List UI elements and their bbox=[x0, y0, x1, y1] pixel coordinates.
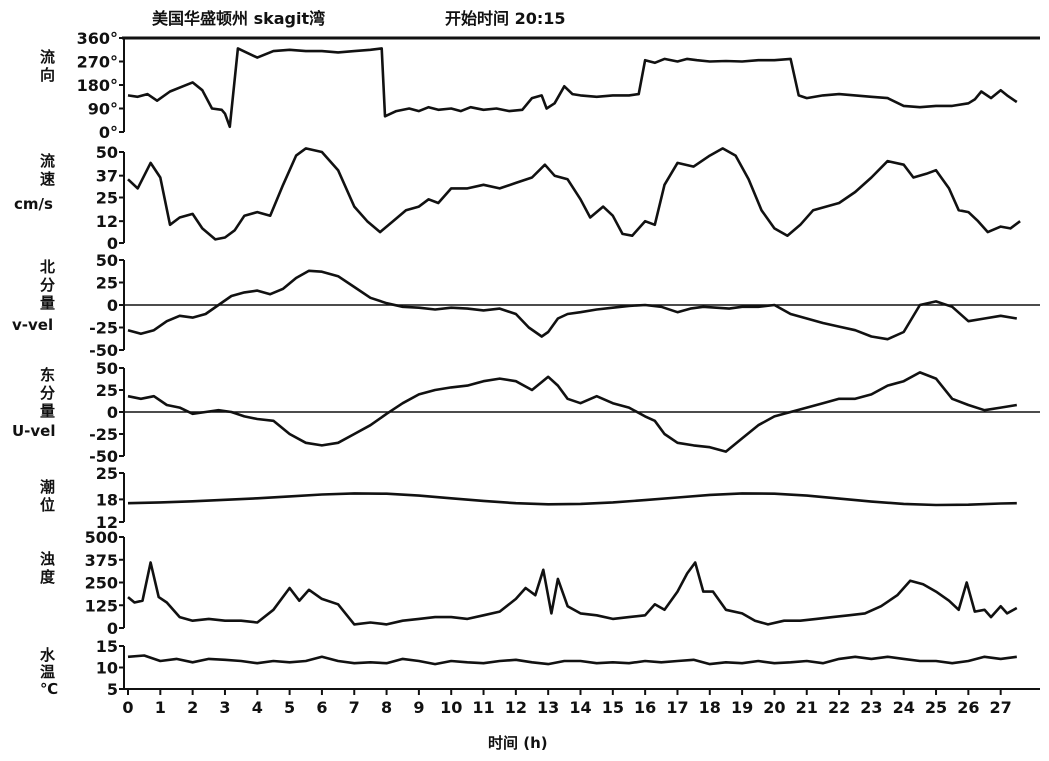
ytick-label: 50 bbox=[96, 143, 118, 162]
xtick-label: 1 bbox=[155, 698, 166, 717]
ytick-label: 5 bbox=[107, 680, 118, 699]
panel-label-direction: 向 bbox=[40, 66, 55, 84]
ytick-label: 360° bbox=[77, 29, 118, 48]
xtick-label: 23 bbox=[860, 698, 882, 717]
panel-label-u_vel: 量 bbox=[40, 402, 55, 420]
panel-tide: 25 18 12 潮位 bbox=[40, 464, 1017, 532]
xtick-label: 18 bbox=[699, 698, 721, 717]
xtick-label: 3 bbox=[219, 698, 230, 717]
xtick-label: 7 bbox=[349, 698, 360, 717]
xtick-label: 8 bbox=[381, 698, 392, 717]
panel-turbidity: 500 375 250 125 0 浊度 bbox=[40, 528, 1018, 638]
x-axis: 0 1 2 3 4 5 6 7 8 9 10 11 12 13 14 15 16 17 18 19 20 21 22 23 24… bbox=[122, 688, 1040, 717]
xtick-label: 24 bbox=[893, 698, 915, 717]
panel-label-v_vel: 北 bbox=[40, 258, 55, 276]
ytick-label: 270° bbox=[77, 53, 118, 72]
ytick-label: 12 bbox=[96, 513, 118, 532]
panel-label-u_vel: 分 bbox=[40, 384, 55, 402]
panel-direction: 360° 270° 180° 90° 0° 流向 bbox=[40, 29, 1018, 142]
panel-label-u_vel: U-vel bbox=[12, 422, 56, 440]
panel-label-speed: 速 bbox=[40, 170, 55, 188]
panel-label-temperature: ℃ bbox=[40, 680, 58, 698]
xtick-label: 17 bbox=[666, 698, 688, 717]
panels: 360°270°180°90°0°流向503725120流速cm/s50250-… bbox=[12, 29, 1040, 699]
xtick-label: 0 bbox=[122, 698, 133, 717]
xtick-label: 10 bbox=[440, 698, 462, 717]
panel-label-temperature: 水 bbox=[40, 646, 56, 664]
panel-speed: 50 37 25 12 0 流速 cm/s bbox=[14, 143, 1021, 253]
panel-label-tide: 潮 bbox=[40, 478, 55, 496]
panel-label-speed: 流 bbox=[40, 152, 55, 170]
xtick-label: 4 bbox=[252, 698, 263, 717]
panel-label-v_vel: v-vel bbox=[12, 316, 53, 334]
ytick-label: -50 bbox=[89, 341, 118, 360]
chart-title: 美国华盛顿州 skagit湾 bbox=[152, 9, 325, 28]
ytick-label: 0 bbox=[107, 234, 118, 253]
series-line-turbidity bbox=[127, 561, 1018, 626]
ytick-label: 250 bbox=[85, 574, 118, 593]
series-line-temperature bbox=[127, 654, 1017, 666]
xtick-label: 5 bbox=[284, 698, 295, 717]
ytick-label: 12 bbox=[96, 212, 118, 231]
xtick-label: 13 bbox=[537, 698, 559, 717]
xtick-label: 11 bbox=[472, 698, 494, 717]
xtick-label: 14 bbox=[569, 698, 591, 717]
x-axis-label: 时间 (h) bbox=[488, 734, 548, 752]
series-line-u_vel bbox=[127, 371, 1018, 453]
panel-v_vel: 50 25 0 -25 -50 北分量 v-vel bbox=[12, 251, 1040, 360]
ytick-label: 37 bbox=[96, 167, 118, 186]
panel-label-turbidity: 度 bbox=[40, 568, 56, 586]
start-time-label: 开始时间 20:15 bbox=[445, 9, 566, 28]
xtick-label: 25 bbox=[925, 698, 947, 717]
ytick-label: 0 bbox=[107, 296, 118, 315]
series-line-tide bbox=[127, 492, 1017, 507]
xtick-label: 27 bbox=[990, 698, 1012, 717]
ytick-label: 25 bbox=[96, 189, 118, 208]
ytick-label: -50 bbox=[89, 447, 118, 466]
xtick-label: 21 bbox=[796, 698, 818, 717]
ytick-label: -25 bbox=[89, 425, 118, 444]
panel-label-u_vel: 东 bbox=[40, 366, 55, 384]
ytick-label: 25 bbox=[96, 274, 118, 293]
ytick-label: 500 bbox=[85, 528, 118, 547]
ytick-label: 125 bbox=[85, 596, 118, 615]
xtick-label: 12 bbox=[505, 698, 527, 717]
xtick-label: 19 bbox=[731, 698, 753, 717]
panel-label-speed: cm/s bbox=[14, 195, 53, 213]
series-line-v_vel bbox=[127, 269, 1018, 341]
ytick-label: 25 bbox=[96, 464, 118, 483]
panel-label-tide: 位 bbox=[40, 496, 55, 514]
ytick-label: 50 bbox=[96, 359, 118, 378]
panel-label-turbidity: 浊 bbox=[40, 550, 55, 568]
ytick-label: 0 bbox=[107, 619, 118, 638]
ytick-label: 0° bbox=[99, 123, 118, 142]
series-line-direction bbox=[127, 47, 1018, 129]
panel-label-v_vel: 分 bbox=[40, 276, 55, 294]
series-line-speed bbox=[127, 147, 1021, 241]
ytick-label: 18 bbox=[96, 490, 118, 509]
panel-u_vel: 50 25 0 -25 -50 东分量 U-vel bbox=[12, 359, 1040, 466]
ytick-label: 90° bbox=[88, 100, 118, 119]
xtick-label: 6 bbox=[316, 698, 327, 717]
ytick-label: 25 bbox=[96, 381, 118, 400]
ytick-label: 0 bbox=[107, 403, 118, 422]
xtick-label: 26 bbox=[957, 698, 979, 717]
xtick-label: 9 bbox=[413, 698, 424, 717]
ytick-label: 375 bbox=[85, 551, 118, 570]
xtick-label: 15 bbox=[602, 698, 624, 717]
xtick-label: 20 bbox=[763, 698, 785, 717]
xtick-label: 16 bbox=[634, 698, 656, 717]
panel-label-v_vel: 量 bbox=[40, 294, 55, 312]
ytick-label: 10 bbox=[96, 659, 118, 678]
panel-label-direction: 流 bbox=[40, 48, 55, 66]
ytick-label: 15 bbox=[96, 637, 118, 656]
xtick-label: 2 bbox=[187, 698, 198, 717]
ytick-label: 50 bbox=[96, 251, 118, 270]
panel-temperature: 15 10 5 水温℃ bbox=[40, 637, 1017, 699]
ytick-label: -25 bbox=[89, 319, 118, 338]
xtick-label: 22 bbox=[828, 698, 850, 717]
ytick-label: 180° bbox=[77, 76, 118, 95]
panel-label-temperature: 温 bbox=[40, 663, 55, 681]
